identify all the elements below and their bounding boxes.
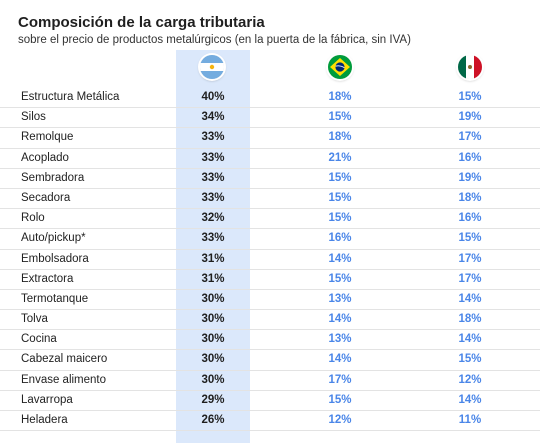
table-row: Cabezal maicero 30% 14% 15% <box>0 350 540 371</box>
argentina-value: 30% <box>201 313 225 326</box>
tax-burden-table: Estructura Metálica 40% 18% 15% Silos 34% 15% 1… <box>0 88 540 432</box>
argentina-value: 30% <box>201 292 225 305</box>
brazil-value: 15% <box>328 393 352 406</box>
brazil-value: 15% <box>328 111 352 124</box>
brazil-value: 13% <box>328 333 352 346</box>
mexico-value: 17% <box>458 252 482 265</box>
mexico-value: 15% <box>458 232 482 245</box>
argentina-value: 33% <box>201 232 225 245</box>
product-label: Silos <box>21 111 46 124</box>
argentina-value: 33% <box>201 191 225 204</box>
mexico-value: 17% <box>458 272 482 285</box>
brazil-value: 17% <box>328 373 352 386</box>
mexico-value: 18% <box>458 313 482 326</box>
argentina-value: 34% <box>201 111 225 124</box>
argentina-column-highlight <box>176 50 250 443</box>
argentina-value: 30% <box>201 373 225 386</box>
argentina-value: 26% <box>201 414 225 426</box>
mexico-value: 14% <box>458 333 482 346</box>
mexico-value: 19% <box>458 171 482 184</box>
mexico-value: 14% <box>458 292 482 305</box>
argentina-value: 30% <box>201 353 225 366</box>
product-label: Auto/pickup* <box>21 232 86 245</box>
product-label: Acoplado <box>21 151 69 164</box>
argentina-value: 29% <box>201 393 225 406</box>
brazil-value: 13% <box>328 292 352 305</box>
table-row: Remolque 33% 18% 17% <box>0 128 540 149</box>
product-label: Tolva <box>21 313 48 326</box>
argentina-value: 32% <box>201 212 225 225</box>
product-label: Cabezal maicero <box>21 353 108 366</box>
brazil-value: 15% <box>328 272 352 285</box>
mexico-value: 18% <box>458 191 482 204</box>
mexico-value: 19% <box>458 111 482 124</box>
brazil-value: 18% <box>328 131 352 144</box>
table-row: Silos 34% 15% 19% <box>0 108 540 129</box>
argentina-value: 33% <box>201 171 225 184</box>
argentina-value: 31% <box>201 252 225 265</box>
product-label: Sembradora <box>21 171 85 184</box>
product-label: Extractora <box>21 272 74 285</box>
argentina-flag-icon <box>200 55 224 79</box>
page-subtitle: sobre el precio de productos metalúrgico… <box>18 34 411 46</box>
argentina-value: 40% <box>201 91 225 103</box>
table-row: Cocina 30% 13% 14% <box>0 330 540 351</box>
product-label: Lavarropa <box>21 393 73 406</box>
mexico-value: 16% <box>458 151 482 164</box>
product-label: Envase alimento <box>21 373 107 386</box>
table-row: Extractora 31% 15% 17% <box>0 270 540 290</box>
table-row: Secadora 33% 15% 18% <box>0 189 540 210</box>
table-row: Rolo 32% 15% 16% <box>0 209 540 230</box>
product-label: Termotanque <box>21 292 89 305</box>
mexico-value: 15% <box>458 91 482 103</box>
product-label: Heladera <box>21 414 68 426</box>
argentina-value: 33% <box>201 151 225 164</box>
table-row: Embolsadora 31% 14% 17% <box>0 250 540 270</box>
table-row: Envase alimento 30% 17% 12% <box>0 371 540 391</box>
mexico-flag-icon <box>458 55 482 79</box>
mexico-value: 17% <box>458 131 482 144</box>
argentina-value: 33% <box>201 131 225 144</box>
brazil-value: 14% <box>328 313 352 326</box>
table-row: Heladera 26% 12% 11% <box>0 411 540 432</box>
brazil-value: 16% <box>328 232 352 245</box>
brazil-value: 14% <box>328 252 352 265</box>
brazil-value: 15% <box>328 191 352 204</box>
table-row: Sembradora 33% 15% 19% <box>0 169 540 189</box>
table-row: Auto/pickup* 33% 16% 15% <box>0 229 540 250</box>
brazil-flag-icon <box>328 55 352 79</box>
table-row: Acoplado 33% 21% 16% <box>0 149 540 169</box>
mexico-value: 12% <box>458 373 482 386</box>
argentina-value: 30% <box>201 333 225 346</box>
product-label: Secadora <box>21 191 71 204</box>
brazil-value: 12% <box>328 414 352 426</box>
brazil-value: 15% <box>328 171 352 184</box>
table-row: Lavarropa 29% 15% 14% <box>0 391 540 411</box>
product-label: Rolo <box>21 212 45 225</box>
mexico-value: 16% <box>458 212 482 225</box>
product-label: Estructura Metálica <box>21 91 120 103</box>
mexico-value: 14% <box>458 393 482 406</box>
table-row: Tolva 30% 14% 18% <box>0 310 540 331</box>
brazil-value: 14% <box>328 353 352 366</box>
brazil-value: 21% <box>328 151 352 164</box>
brazil-value: 15% <box>328 212 352 225</box>
table-row: Estructura Metálica 40% 18% 15% <box>0 88 540 109</box>
mexico-value: 15% <box>458 353 482 366</box>
product-label: Embolsadora <box>21 252 89 265</box>
table-row: Termotanque 30% 13% 14% <box>0 290 540 311</box>
page-title: Composición de la carga tributaria <box>18 14 265 31</box>
product-label: Remolque <box>21 131 74 144</box>
argentina-value: 31% <box>201 272 225 285</box>
mexico-value: 11% <box>458 414 482 426</box>
product-label: Cocina <box>21 333 57 346</box>
brazil-value: 18% <box>328 91 352 103</box>
